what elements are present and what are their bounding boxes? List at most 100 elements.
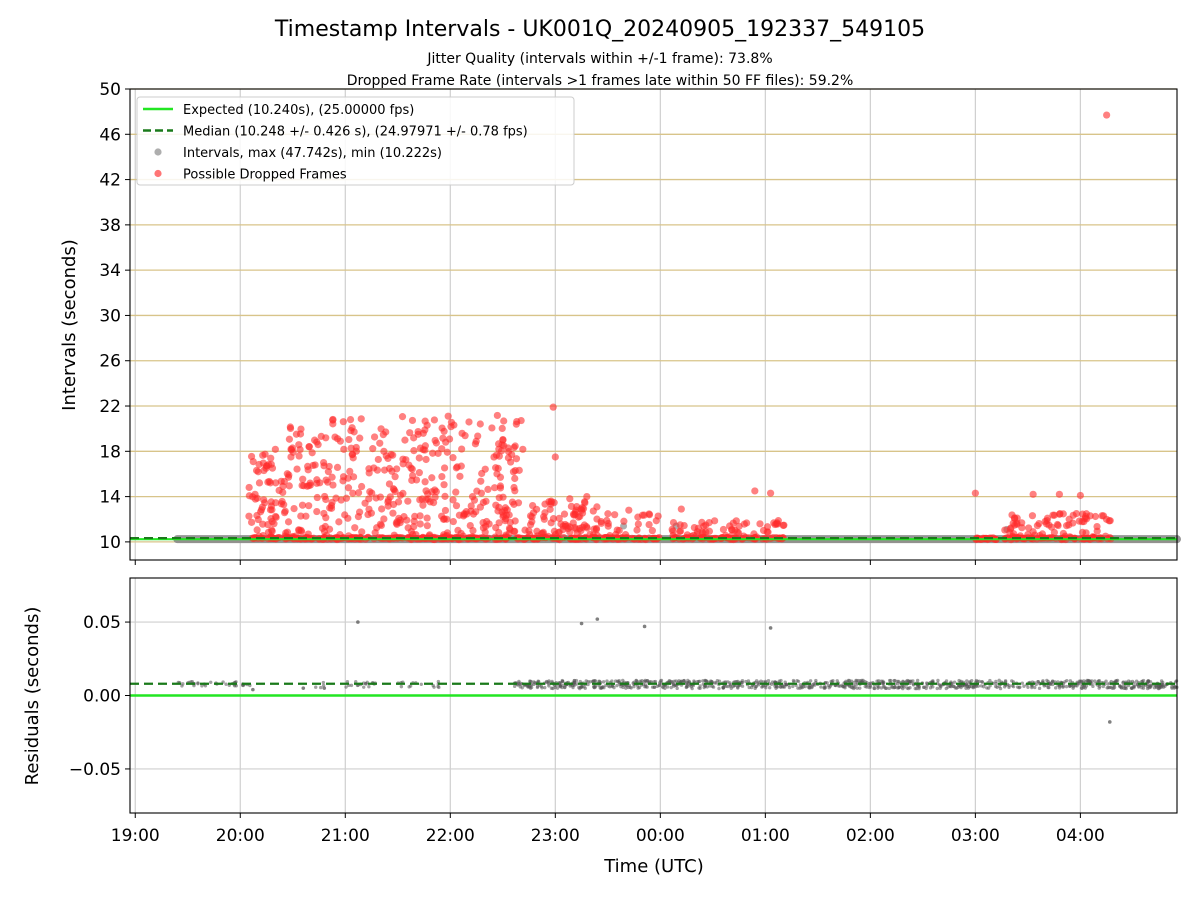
dropped-frame-point (578, 504, 586, 512)
residual-point (936, 678, 940, 683)
residual-point (798, 683, 803, 687)
residual-point (1160, 682, 1165, 686)
dropped-frame-point (335, 518, 343, 526)
x-tick-label: 21:00 (321, 826, 370, 846)
dropped-frame-point (669, 518, 678, 527)
dropped-frame-point (389, 509, 397, 517)
dropped-frame-point (410, 434, 418, 442)
residual-point (877, 685, 881, 689)
chart-title: Timestamp Intervals - UK001Q_20240905_19… (274, 17, 925, 42)
residual-point (1083, 686, 1088, 690)
dropped-frame-point (468, 493, 477, 501)
residual-point (598, 686, 602, 690)
residual-point (915, 678, 920, 683)
dropped-frame-point (705, 519, 713, 527)
dropped-frame-point (466, 521, 474, 530)
residual-point (881, 682, 885, 686)
residual-point (436, 684, 440, 689)
intervals-y-tick-label: 22 (99, 397, 121, 417)
residual-point (726, 684, 730, 689)
residual-point (769, 682, 774, 686)
dropped-frame-point (460, 511, 468, 519)
dropped-frame-point (1043, 514, 1052, 522)
dropped-frame-point (267, 454, 275, 462)
residual-point (669, 685, 673, 690)
residual-point (356, 620, 360, 624)
dropped-frame-point (567, 502, 576, 510)
dropped-frame-point (551, 453, 559, 461)
residual-point (858, 686, 862, 690)
residual-point (808, 679, 813, 683)
chart-subtitle-jitter: Jitter Quality (intervals within +/-1 fr… (426, 51, 772, 67)
dropped-frame-point (1091, 512, 1100, 521)
dropped-frame-point (604, 510, 612, 518)
dropped-frame-point (441, 492, 449, 500)
dropped-frame-point (324, 478, 332, 486)
residuals-y-tick-label: 0.00 (83, 687, 121, 707)
dropped-frame-point (620, 517, 628, 525)
residual-point (1003, 679, 1008, 683)
dropped-frame-point (751, 487, 759, 495)
residual-point (1068, 684, 1072, 688)
dropped-frame-point (467, 502, 475, 510)
residual-point (1022, 684, 1026, 688)
dropped-frame-point (500, 417, 508, 425)
dropped-frame-point (407, 464, 415, 472)
dropped-frame-point (515, 466, 523, 474)
dropped-frame-point (566, 523, 574, 531)
dropped-frame-point (424, 490, 432, 498)
dropped-frame-point (389, 485, 398, 493)
residual-point (251, 687, 255, 692)
residual-point (812, 683, 817, 687)
residual-point (787, 685, 792, 690)
residual-point (740, 684, 745, 688)
residual-point (887, 686, 891, 691)
dropped-frame-point (521, 526, 529, 534)
x-tick-label: 04:00 (1056, 826, 1105, 846)
residual-point (579, 621, 584, 626)
dropped-frame-point (290, 505, 298, 513)
residual-point (967, 685, 972, 689)
dropped-frame-point (322, 514, 330, 522)
residual-point (705, 679, 709, 683)
dropped-frame-point (403, 516, 411, 524)
dropped-frame-point (416, 512, 424, 520)
dropped-frame-point (409, 530, 417, 539)
dropped-frame-point (1072, 509, 1081, 518)
dropped-frame-point (546, 505, 554, 513)
dropped-frame-point (279, 482, 287, 490)
dropped-frame-point (283, 470, 291, 478)
dropped-frame-point (329, 481, 337, 489)
residual-point (753, 686, 757, 691)
residuals-y-tick-label: 0.05 (83, 613, 121, 633)
dropped-frame-point (590, 525, 598, 533)
dropped-frame-point (415, 469, 423, 477)
dropped-frame-point (368, 489, 376, 497)
residual-point (349, 683, 354, 688)
dropped-frame-point (511, 474, 519, 483)
dropped-frame-point (645, 511, 654, 519)
dropped-frame-point (440, 481, 448, 489)
residual-point (675, 686, 679, 691)
residual-point (908, 686, 912, 690)
dropped-frame-point (385, 464, 394, 473)
dropped-frame-point (322, 495, 330, 504)
dropped-frame-point (384, 498, 392, 506)
residual-point (1097, 686, 1101, 690)
residual-point (721, 685, 725, 690)
residual-point (952, 684, 956, 689)
dropped-frame-point (540, 515, 548, 523)
dropped-frame-point (280, 501, 288, 509)
dropped-frame-point (396, 519, 404, 527)
dropped-frame-point (298, 528, 306, 536)
dropped-frame-point (1025, 524, 1033, 532)
dropped-frame-point (357, 415, 365, 423)
dropped-frame-point (728, 526, 736, 534)
dropped-frame-point (365, 495, 373, 503)
residual-point (749, 685, 754, 690)
residual-point (518, 685, 522, 689)
dropped-frame-point (293, 465, 301, 473)
dropped-frame-point (603, 516, 611, 525)
dropped-frame-point (264, 520, 272, 529)
dropped-frame-point (1103, 111, 1111, 119)
